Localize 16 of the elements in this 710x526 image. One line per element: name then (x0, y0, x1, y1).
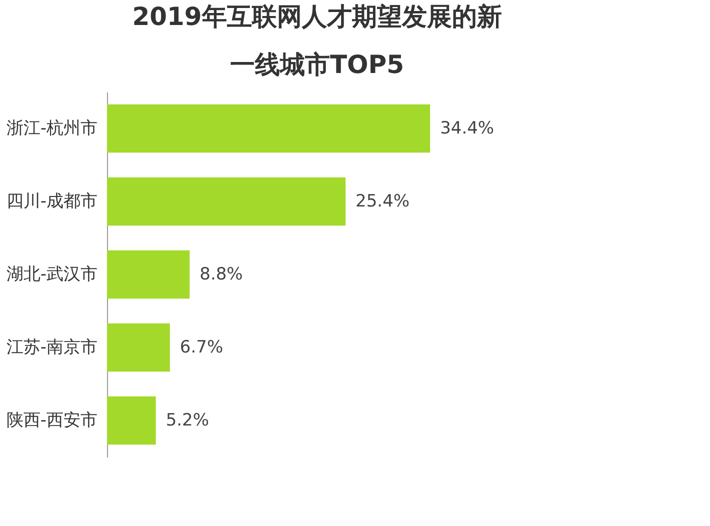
bar (107, 104, 430, 153)
data-label: 5.2% (166, 410, 210, 430)
y-tick-label: 四川-成都市 (6, 192, 98, 212)
data-label: 8.8% (200, 264, 243, 284)
bar (107, 323, 170, 372)
y-tick-label: 浙江-杭州市 (6, 118, 98, 138)
data-label: 6.7% (180, 338, 224, 358)
bar (107, 396, 156, 445)
y-tick-label: 湖北-武汉市 (6, 264, 98, 284)
data-label: 34.4% (440, 118, 494, 138)
y-tick-label: 江苏-南京市 (6, 338, 98, 358)
data-label: 25.4% (356, 192, 410, 212)
y-tick-label: 陕西-西安市 (6, 410, 98, 430)
chart-title: 2019年互联网人才期望发展的新一线城市TOP5 (132, 2, 502, 79)
bar (107, 177, 346, 226)
bar (107, 250, 190, 299)
